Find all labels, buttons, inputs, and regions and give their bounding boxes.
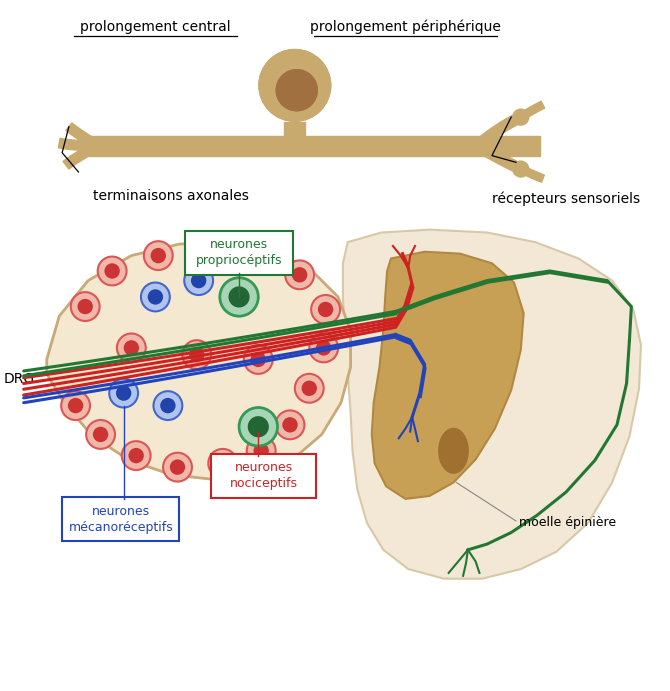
Polygon shape xyxy=(63,142,100,169)
Circle shape xyxy=(160,398,176,413)
Circle shape xyxy=(244,244,273,273)
Circle shape xyxy=(311,295,340,324)
Polygon shape xyxy=(343,229,641,578)
Circle shape xyxy=(282,417,297,433)
Polygon shape xyxy=(284,122,306,148)
Circle shape xyxy=(71,292,100,321)
Text: prolongement périphérique: prolongement périphérique xyxy=(310,20,501,35)
Circle shape xyxy=(295,374,324,403)
Circle shape xyxy=(86,420,115,449)
Circle shape xyxy=(109,379,138,408)
Circle shape xyxy=(248,416,269,437)
Circle shape xyxy=(78,299,93,314)
Circle shape xyxy=(258,49,332,122)
Circle shape xyxy=(61,391,90,420)
Circle shape xyxy=(141,283,170,312)
Text: moelle épinière: moelle épinière xyxy=(519,516,616,529)
Circle shape xyxy=(215,455,230,471)
Ellipse shape xyxy=(438,428,469,474)
Circle shape xyxy=(275,69,318,111)
FancyBboxPatch shape xyxy=(185,231,293,275)
Text: DRG: DRG xyxy=(4,372,36,386)
Circle shape xyxy=(239,408,277,446)
Circle shape xyxy=(129,448,144,463)
Polygon shape xyxy=(66,123,100,150)
Circle shape xyxy=(189,347,204,362)
Circle shape xyxy=(253,443,269,459)
Circle shape xyxy=(170,460,185,475)
Circle shape xyxy=(93,427,109,442)
Circle shape xyxy=(144,241,173,270)
Polygon shape xyxy=(295,136,540,155)
Polygon shape xyxy=(88,136,295,155)
Polygon shape xyxy=(519,101,545,120)
Text: neurones
propriocéptifs: neurones propriocéptifs xyxy=(196,238,282,267)
Circle shape xyxy=(182,340,211,369)
Circle shape xyxy=(258,49,332,122)
Circle shape xyxy=(310,334,338,362)
Circle shape xyxy=(247,437,275,465)
Text: neurones
nociceptifs: neurones nociceptifs xyxy=(230,462,298,491)
Circle shape xyxy=(208,449,237,477)
Circle shape xyxy=(116,386,131,401)
FancyBboxPatch shape xyxy=(211,454,316,498)
Circle shape xyxy=(191,273,206,288)
Circle shape xyxy=(147,290,163,305)
Circle shape xyxy=(117,334,146,362)
Circle shape xyxy=(153,391,182,420)
Polygon shape xyxy=(372,252,524,499)
FancyBboxPatch shape xyxy=(62,497,180,541)
Circle shape xyxy=(184,266,213,295)
Circle shape xyxy=(512,160,529,178)
Text: neurones
mécanoréceptifs: neurones mécanoréceptifs xyxy=(68,504,173,533)
Circle shape xyxy=(512,108,529,126)
Polygon shape xyxy=(474,113,523,150)
Circle shape xyxy=(292,267,308,283)
Polygon shape xyxy=(519,166,544,182)
Text: terminaisons axonales: terminaisons axonales xyxy=(93,189,249,203)
Circle shape xyxy=(200,244,216,259)
Circle shape xyxy=(68,398,83,413)
Circle shape xyxy=(275,69,318,111)
Circle shape xyxy=(105,263,120,278)
Polygon shape xyxy=(47,242,350,480)
Circle shape xyxy=(251,352,266,367)
Circle shape xyxy=(302,381,317,396)
Circle shape xyxy=(163,453,192,482)
Circle shape xyxy=(151,248,166,263)
Circle shape xyxy=(194,237,222,266)
Circle shape xyxy=(285,261,314,290)
Text: prolongement central: prolongement central xyxy=(80,21,230,35)
Text: récepteurs sensoriels: récepteurs sensoriels xyxy=(492,191,640,206)
Polygon shape xyxy=(58,138,98,151)
Circle shape xyxy=(98,256,127,285)
Circle shape xyxy=(318,302,333,317)
Circle shape xyxy=(220,278,258,316)
Circle shape xyxy=(122,441,151,470)
Circle shape xyxy=(316,340,332,356)
Circle shape xyxy=(124,340,139,356)
Polygon shape xyxy=(475,142,523,174)
Circle shape xyxy=(275,410,304,439)
Circle shape xyxy=(228,286,250,307)
Circle shape xyxy=(244,345,273,374)
Circle shape xyxy=(251,251,266,266)
